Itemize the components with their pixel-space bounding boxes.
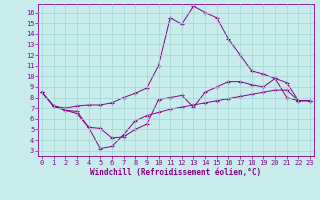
X-axis label: Windchill (Refroidissement éolien,°C): Windchill (Refroidissement éolien,°C) — [91, 168, 261, 177]
